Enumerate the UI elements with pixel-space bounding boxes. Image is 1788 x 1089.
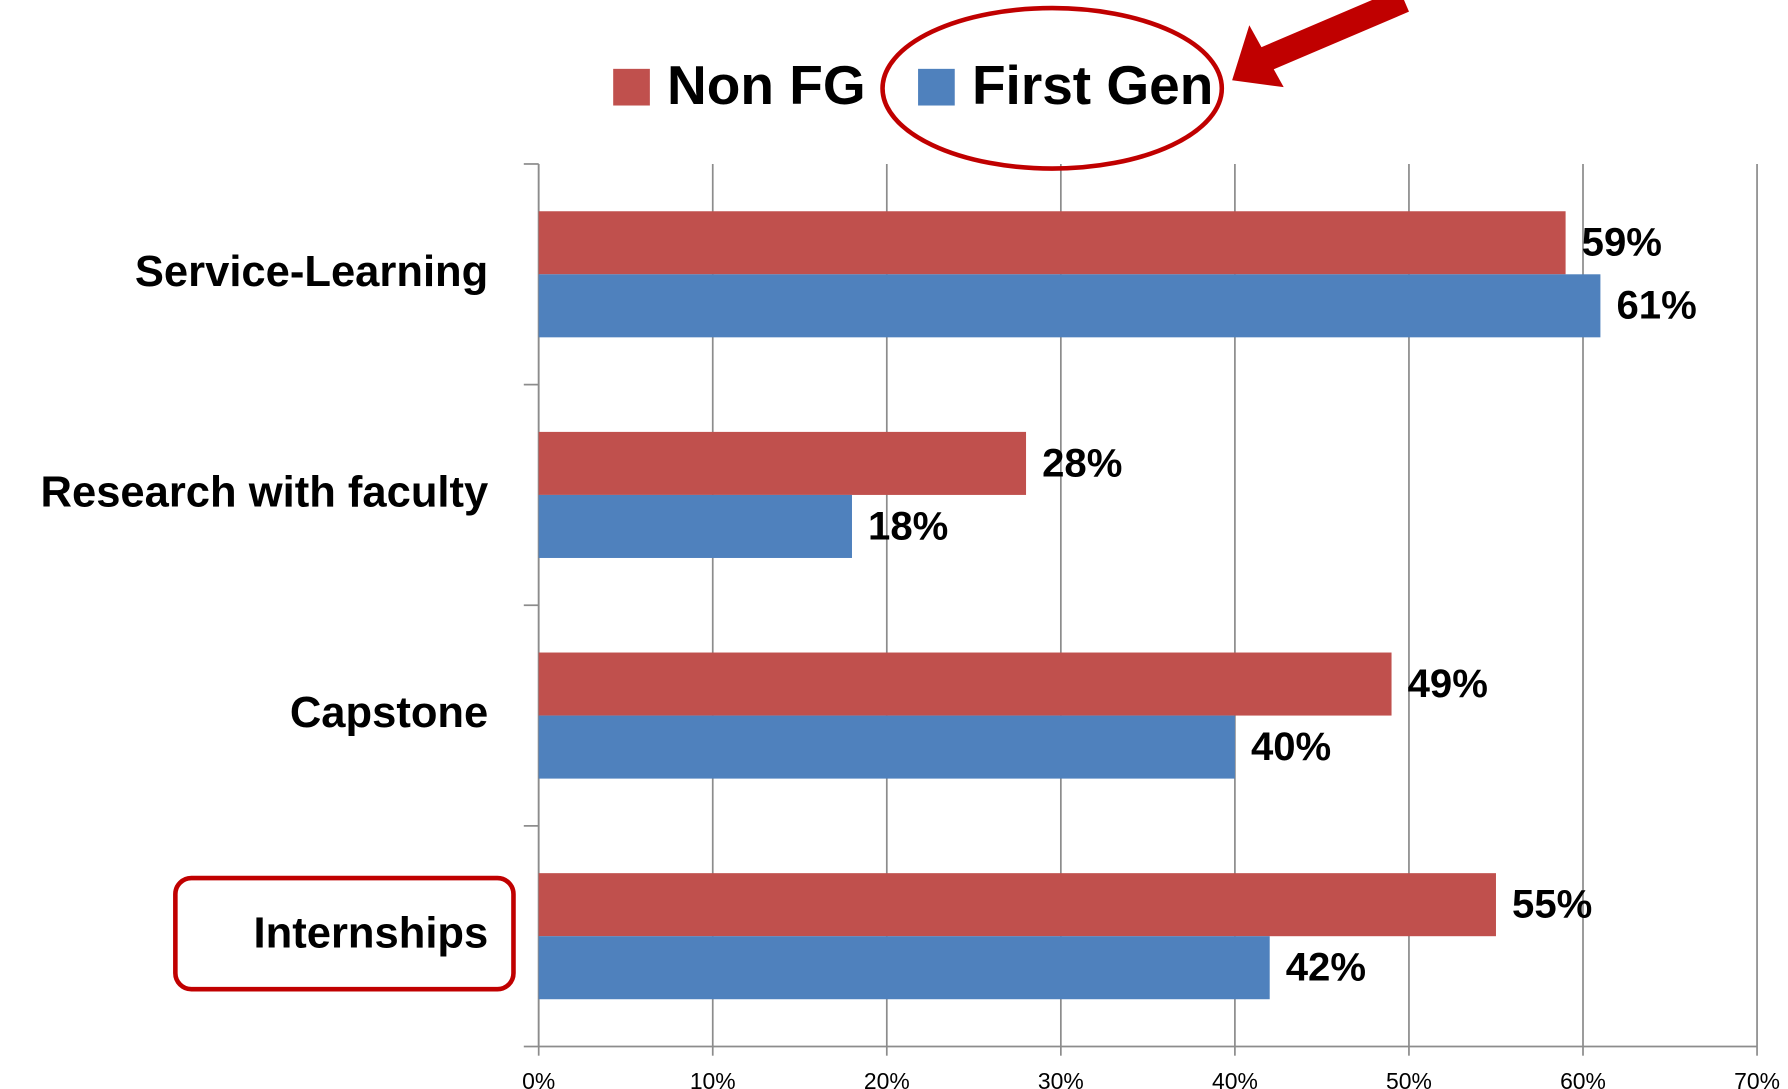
x-tick-label: 20%	[864, 1068, 910, 1089]
x-tick-label: 0%	[522, 1068, 555, 1089]
bar	[538, 652, 1392, 716]
category-label: Service-Learning	[135, 248, 488, 296]
bar	[538, 274, 1601, 338]
bar	[538, 936, 1270, 1000]
highlight-box	[173, 875, 516, 992]
highlight-ellipse	[880, 5, 1225, 171]
value-label: 55%	[1512, 883, 1592, 927]
value-label: 28%	[1042, 441, 1122, 485]
x-tick-label: 70%	[1734, 1068, 1780, 1089]
bar	[538, 494, 852, 558]
value-label: 42%	[1286, 946, 1366, 990]
bar	[538, 715, 1235, 779]
value-label: 49%	[1408, 662, 1488, 706]
x-tick-label: 30%	[1038, 1068, 1084, 1089]
arrow-head	[1232, 25, 1284, 88]
legend-swatch	[918, 68, 955, 106]
x-tick-label: 40%	[1212, 1068, 1258, 1089]
x-tick-label: 60%	[1560, 1068, 1606, 1089]
category-label: Capstone	[290, 689, 488, 737]
value-label: 18%	[868, 504, 948, 548]
bar	[538, 211, 1566, 275]
bar	[538, 431, 1027, 495]
category-label: Research with faculty	[41, 468, 489, 516]
value-label: 40%	[1251, 725, 1331, 769]
legend-label: First Gen	[972, 54, 1213, 116]
arrow-shaft	[1259, 0, 1409, 72]
legend-label: Non FG	[667, 54, 866, 116]
category-label: Internships	[254, 910, 489, 958]
x-tick-label: 10%	[690, 1068, 736, 1089]
value-label: 61%	[1616, 284, 1696, 328]
bar	[538, 873, 1496, 937]
legend-swatch	[613, 68, 650, 106]
x-tick-label: 50%	[1386, 1068, 1432, 1089]
value-label: 59%	[1582, 221, 1662, 265]
